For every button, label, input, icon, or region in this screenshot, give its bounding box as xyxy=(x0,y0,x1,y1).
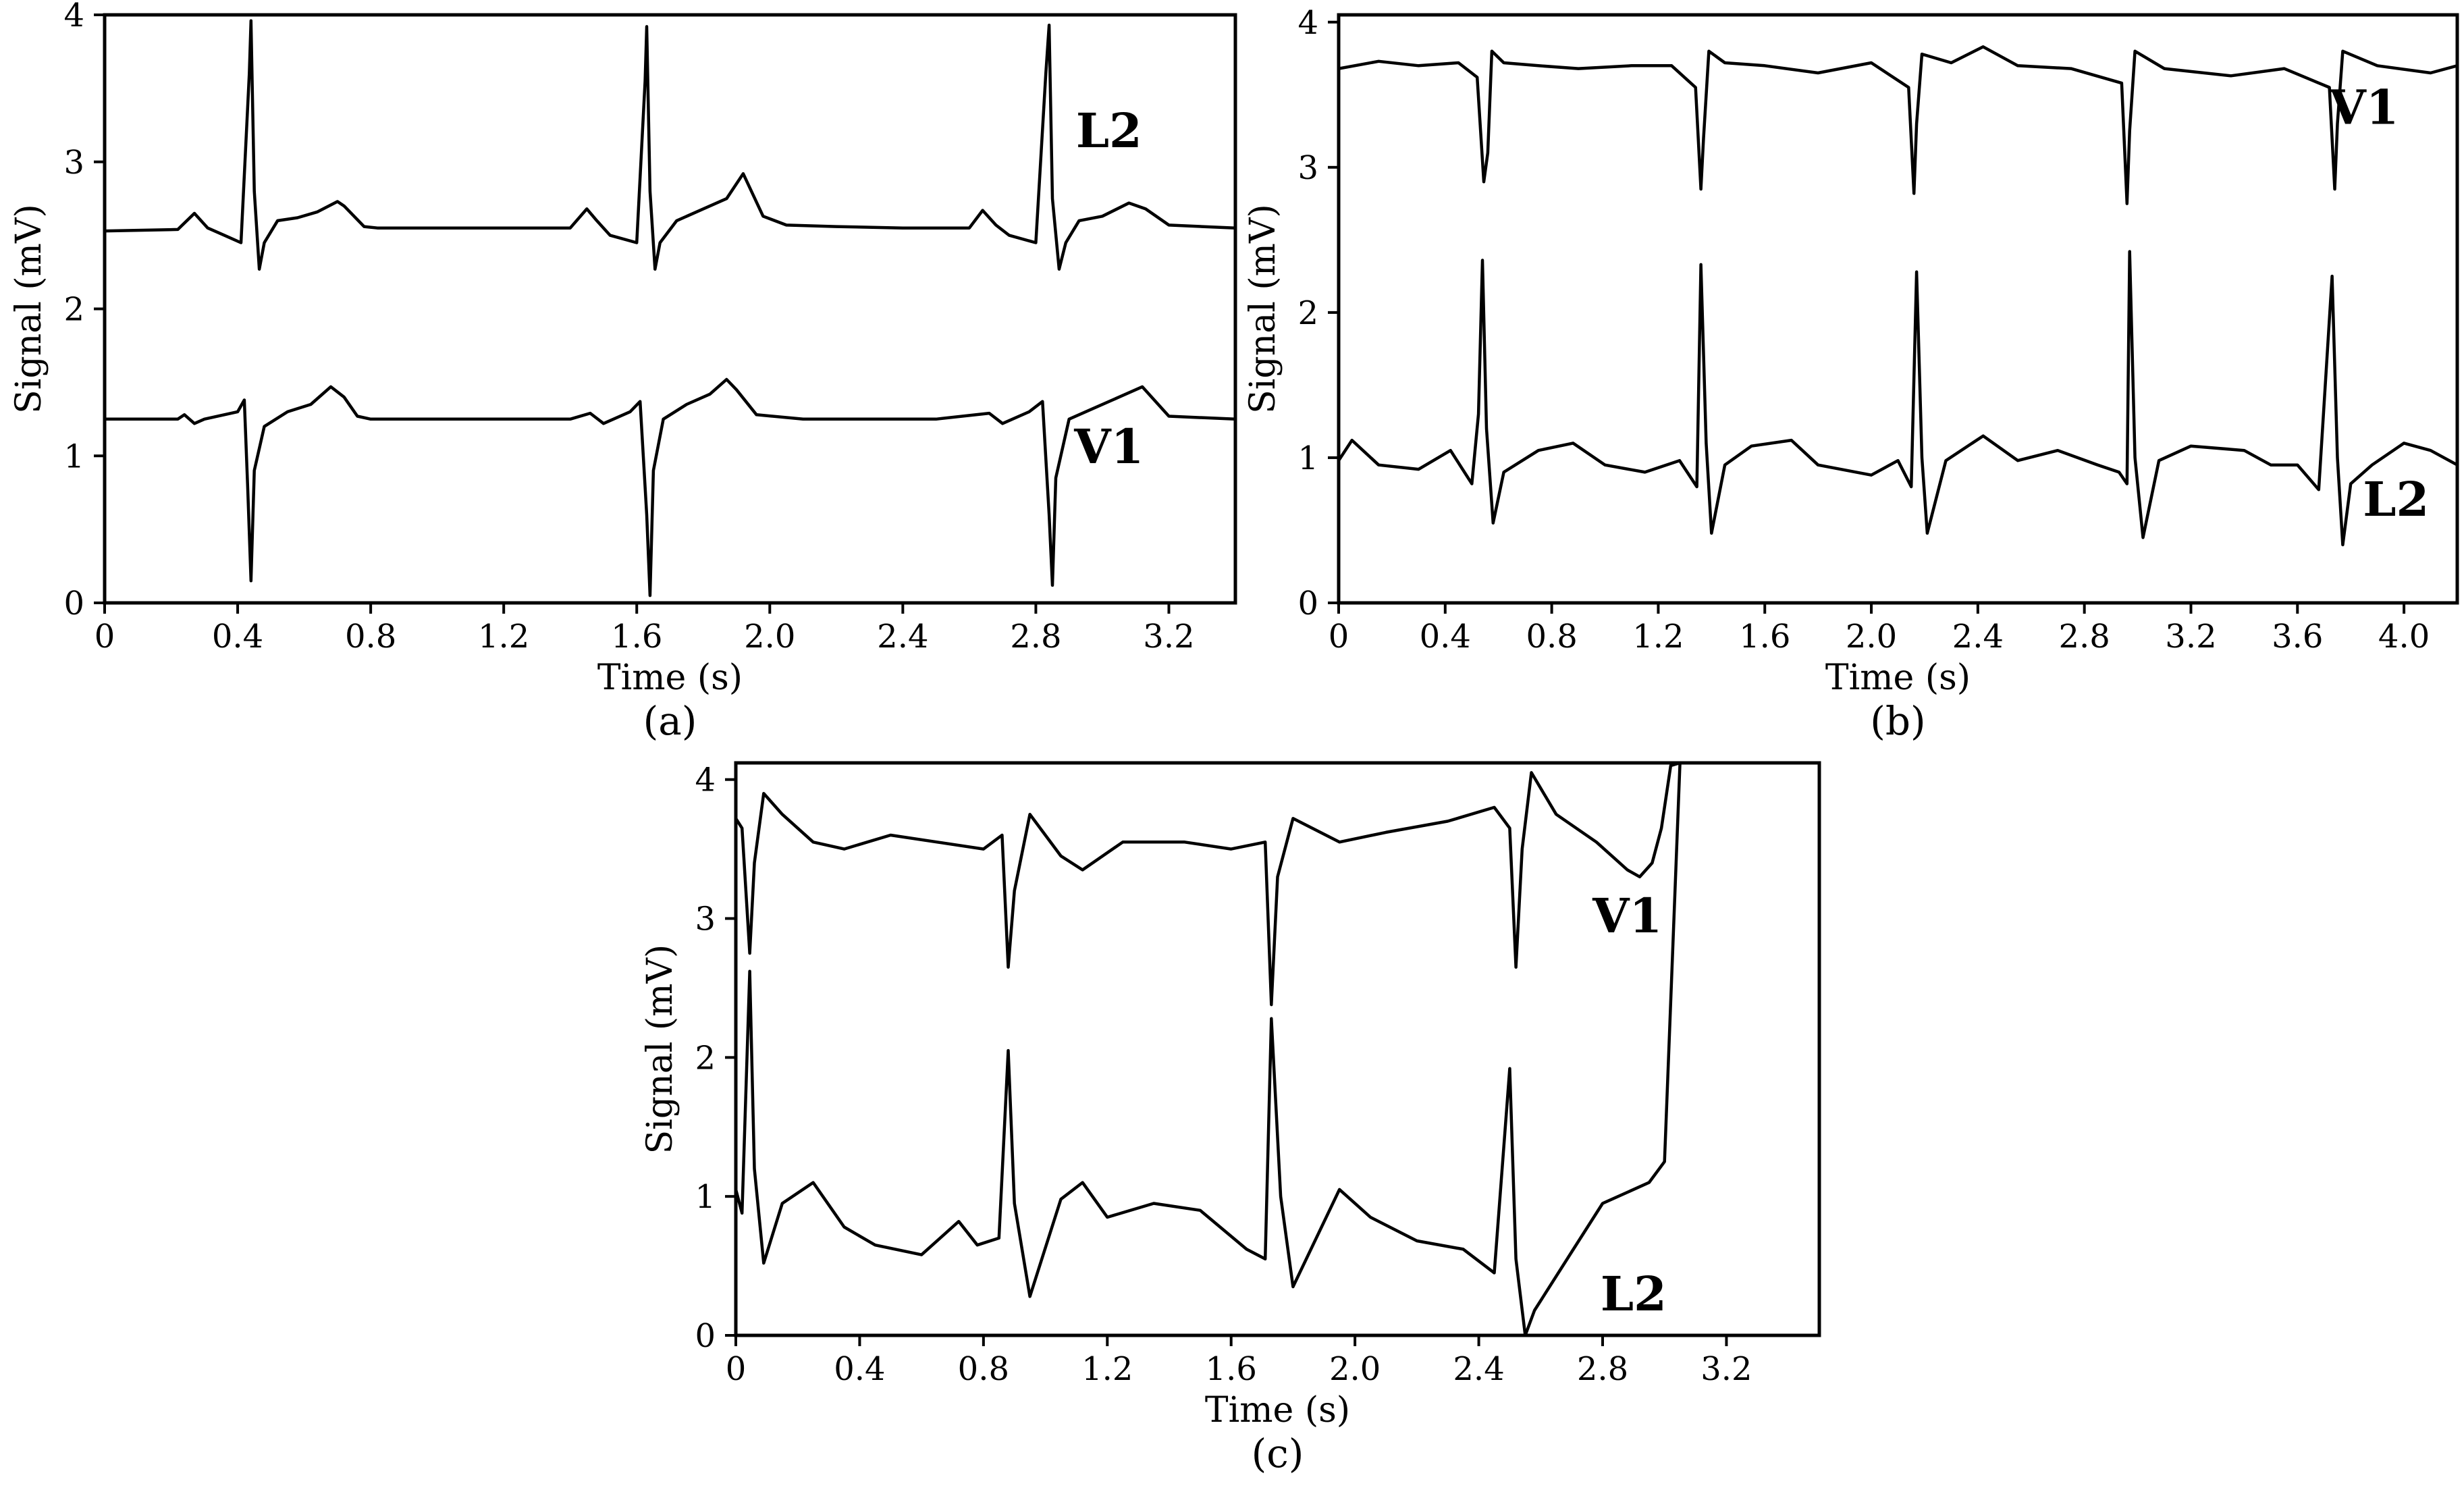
x-axis-title: Time (s) xyxy=(1825,658,1971,698)
y-tick-label: 0 xyxy=(63,585,84,622)
series-label-v1: V1 xyxy=(1073,419,1144,475)
x-tick-label: 2.8 xyxy=(2058,618,2110,656)
x-tick-label: 0.8 xyxy=(958,1350,1009,1388)
y-tick-label: 1 xyxy=(63,437,84,475)
x-tick-label: 2.4 xyxy=(1952,618,2004,656)
x-tick-label: 0.4 xyxy=(834,1350,885,1388)
y-tick-label: 0 xyxy=(695,1317,716,1355)
x-tick-label: 2.0 xyxy=(1846,618,1897,656)
series-line-l2 xyxy=(105,19,1235,271)
y-axis-title: Signal (mV) xyxy=(1243,204,1283,414)
x-tick-label: 0 xyxy=(95,618,115,656)
y-axis-title: Signal (mV) xyxy=(9,204,49,414)
series-label-l2: L2 xyxy=(2363,471,2429,527)
x-tick-label: 1.6 xyxy=(1206,1350,1257,1388)
x-tick-label: 1.2 xyxy=(1632,618,1684,656)
series-line-v1 xyxy=(105,377,1235,597)
x-tick-label: 0.4 xyxy=(1420,618,1471,656)
x-tick-label: 3.6 xyxy=(2272,618,2323,656)
x-tick-label: 1.2 xyxy=(1081,1350,1133,1388)
x-tick-label: 2.0 xyxy=(1329,1350,1381,1388)
x-tick-label: 3.2 xyxy=(1143,618,1194,656)
series-line-l2 xyxy=(736,763,1682,1335)
panel-label: (b) xyxy=(1870,698,1925,744)
x-tick-label: 0.4 xyxy=(212,618,263,656)
x-axis-title: Time (s) xyxy=(597,658,743,698)
panel-label: (a) xyxy=(643,698,697,744)
x-tick-label: 2.4 xyxy=(1453,1350,1504,1388)
y-tick-label: 3 xyxy=(695,901,716,938)
series-label-v1: V1 xyxy=(1592,888,1662,944)
y-tick-label: 0 xyxy=(1297,585,1318,622)
x-tick-label: 0 xyxy=(1329,618,1349,656)
plot-frame xyxy=(103,13,1237,605)
x-tick-label: 2.8 xyxy=(1577,1350,1628,1388)
plot-frame xyxy=(734,761,1821,1337)
series-label-l2: L2 xyxy=(1076,103,1142,159)
y-tick-label: 2 xyxy=(695,1039,716,1077)
x-tick-label: 3.2 xyxy=(1700,1350,1752,1388)
series-line-v1 xyxy=(1339,45,2457,205)
x-tick-label: 0.8 xyxy=(345,618,396,656)
x-tick-label: 0 xyxy=(726,1350,747,1388)
x-axis-title: Time (s) xyxy=(1205,1390,1350,1431)
y-tick-label: 2 xyxy=(63,291,84,329)
y-tick-label: 1 xyxy=(695,1178,716,1216)
x-tick-label: 1.6 xyxy=(611,618,662,656)
x-tick-label: 2.0 xyxy=(744,618,795,656)
plot-frame xyxy=(1337,13,2459,605)
panel-label: (c) xyxy=(1252,1431,1304,1476)
panel-a: 0 0.4 0.8 1.2 1.6 2.0 2.4 2.8 3.2 0 1 2 3 4 Time (s) Si… xyxy=(9,0,1237,744)
x-tick-label: 3.2 xyxy=(2165,618,2216,656)
series-line-l2 xyxy=(1339,250,2457,547)
x-tick-label: 4.0 xyxy=(2378,618,2430,656)
y-axis-title: Signal (mV) xyxy=(640,944,680,1154)
x-tick-label: 1.6 xyxy=(1739,618,1790,656)
y-tick-label: 3 xyxy=(63,144,84,182)
panel-c: 0 0.4 0.8 1.2 1.6 2.0 2.4 2.8 3.2 0 1 2 3 4 Time (s) Si… xyxy=(640,761,1821,1476)
series-line-v1 xyxy=(736,763,1681,1007)
series-label-l2: L2 xyxy=(1601,1266,1667,1322)
y-tick-label: 4 xyxy=(695,762,716,799)
y-tick-label: 3 xyxy=(1297,149,1318,187)
x-tick-label: 2.8 xyxy=(1010,618,1061,656)
panel-b: 0 0.4 0.8 1.2 1.6 2.0 2.4 2.8 3.2 3.6 4.0 0 1 2 3 4 Time… xyxy=(1243,4,2459,744)
y-tick-label: 2 xyxy=(1297,294,1318,332)
x-tick-label: 1.2 xyxy=(478,618,529,656)
y-tick-label: 4 xyxy=(63,0,84,34)
x-tick-label: 2.4 xyxy=(877,618,928,656)
y-tick-label: 4 xyxy=(1297,4,1318,42)
x-tick-label: 0.8 xyxy=(1526,618,1577,656)
y-tick-label: 1 xyxy=(1297,439,1318,477)
series-label-v1: V1 xyxy=(2328,79,2399,135)
